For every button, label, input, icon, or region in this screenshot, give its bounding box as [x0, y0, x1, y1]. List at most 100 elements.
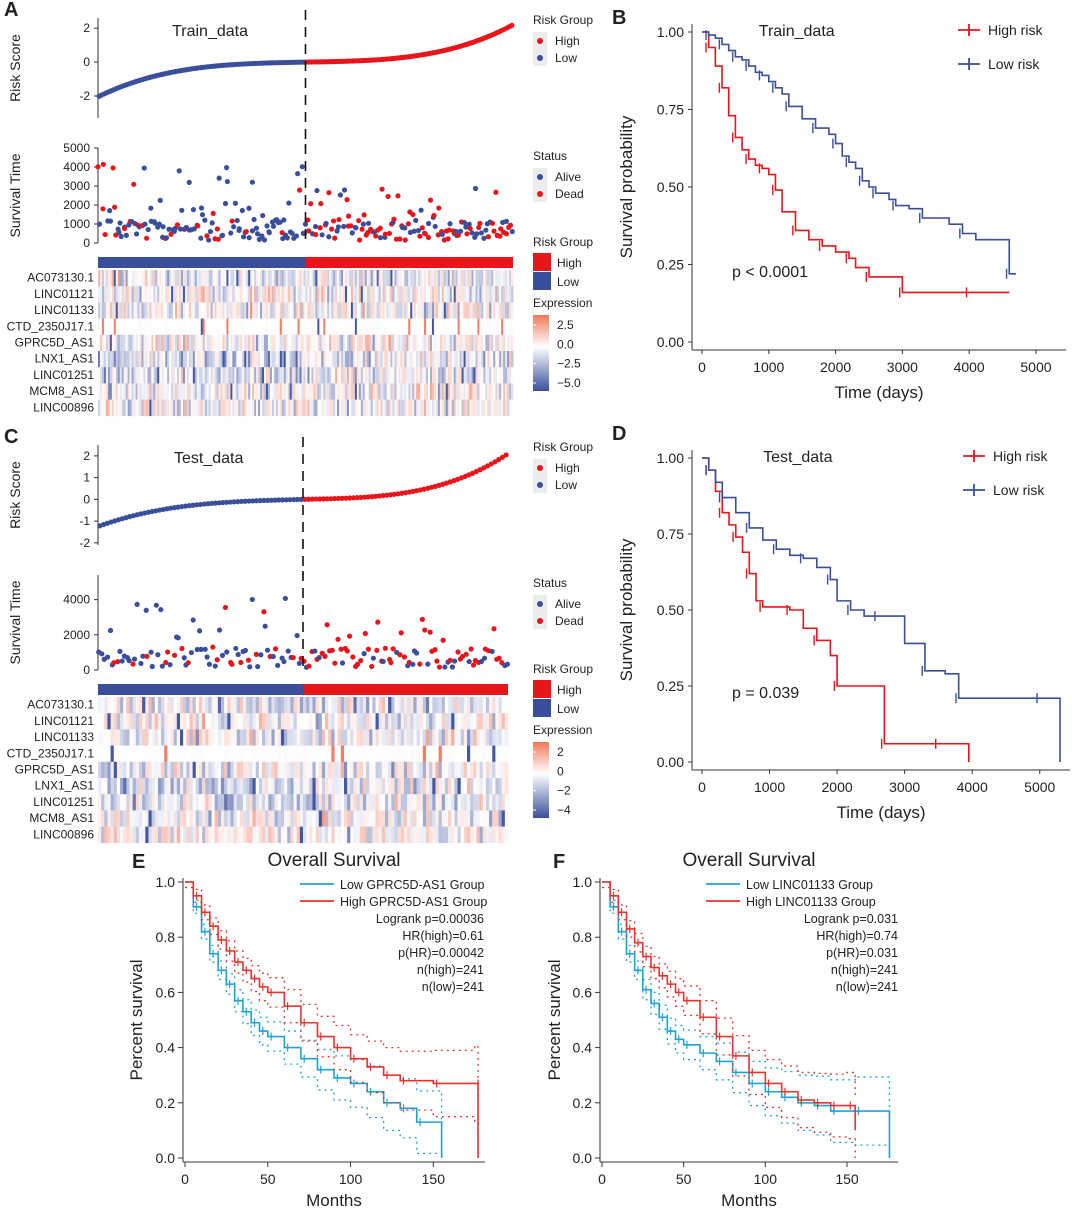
- heatmap-cell: [394, 810, 399, 827]
- heatmap-cell: [289, 367, 293, 384]
- heatmap-cell: [180, 761, 184, 779]
- heatmap-cell: [113, 270, 117, 287]
- heatmap-cell: [238, 318, 241, 336]
- heatmap-cell: [495, 286, 498, 303]
- heatmap-cell: [501, 270, 504, 287]
- heatmap-cell: [495, 399, 498, 417]
- heatmap-cell: [204, 286, 208, 303]
- risk-point: [298, 496, 304, 502]
- heatmap-cell: [182, 367, 186, 384]
- survival-point: [397, 652, 403, 658]
- heatmap-cell: [236, 399, 239, 417]
- heatmap-cell: [125, 399, 129, 417]
- heatmap-cell: [265, 383, 269, 400]
- heatmap-cell: [422, 761, 427, 779]
- heatmap-cell: [431, 351, 435, 368]
- heatmap-cell: [147, 351, 150, 368]
- heatmap-cell: [123, 318, 127, 336]
- heatmap-cell: [104, 713, 108, 730]
- heatmap-cell: [492, 697, 496, 714]
- legend-key-bg: [533, 32, 547, 66]
- heatmap-cell: [216, 302, 219, 319]
- heatmap-cell: [182, 318, 186, 336]
- heatmap-cell: [499, 318, 502, 336]
- heatmap-cell: [179, 383, 182, 400]
- survival-point: [123, 232, 129, 238]
- heatmap-cell: [242, 399, 245, 417]
- heatmap-cell: [167, 794, 171, 811]
- survival-point: [204, 654, 210, 660]
- survival-point: [422, 231, 428, 237]
- heatmap-cell: [331, 729, 335, 746]
- heatmap-cell: [116, 713, 121, 730]
- heatmap-cell: [449, 334, 453, 352]
- gene-label: LINC01121: [34, 287, 94, 301]
- heatmap-cell: [331, 351, 334, 368]
- heatmap-cell: [489, 318, 492, 336]
- heatmap-cell: [509, 286, 512, 303]
- heatmap-cell: [159, 318, 162, 336]
- heatmap-cell: [169, 367, 172, 384]
- heatmap-cell: [381, 826, 386, 844]
- risk-point: [257, 498, 263, 504]
- heatmap-cell: [420, 351, 423, 368]
- heatmap-cell: [459, 318, 463, 336]
- heatmap-cell: [406, 270, 409, 287]
- heatmap-cell: [426, 713, 430, 730]
- heatmap-cell: [195, 778, 200, 795]
- heatmap-cell: [493, 383, 496, 400]
- heatmap-cell: [311, 318, 314, 336]
- heatmap-cell: [307, 334, 310, 352]
- heatmap-cell: [463, 302, 466, 319]
- heatmap-cell: [303, 351, 306, 368]
- heatmap-cell: [412, 399, 415, 417]
- heatmap-cell: [242, 270, 245, 287]
- heatmap-cell: [356, 334, 360, 352]
- heatmap-cell: [467, 270, 470, 287]
- heatmap-cell: [412, 318, 415, 336]
- y-tick-label: 0.75: [657, 102, 684, 118]
- heatmap-cell: [428, 318, 431, 336]
- p-value: p = 0.039: [732, 685, 799, 702]
- heatmap-cell: [479, 302, 482, 319]
- heatmap-cell: [509, 334, 512, 352]
- x-tick-label: 100: [754, 1171, 778, 1187]
- y-tick-label: 1.0: [573, 874, 593, 890]
- heatmap-cell: [145, 794, 149, 811]
- heatmap-cell: [422, 302, 425, 319]
- heatmap-cell: [306, 729, 310, 746]
- y-tick-label: 0.4: [573, 1040, 593, 1056]
- legend-high-dot: [537, 38, 543, 44]
- heatmap-cell: [194, 334, 198, 352]
- heatmap-cell: [163, 351, 166, 368]
- heatmap-cell: [119, 383, 123, 400]
- heatmap-cell: [111, 367, 115, 384]
- survival-point: [155, 652, 161, 658]
- heatmap-cell: [412, 270, 415, 287]
- heatmap-cell: [227, 697, 231, 714]
- heatmap-cell: [202, 810, 206, 827]
- heatmap-cell: [101, 745, 105, 763]
- heatmap-cell: [104, 745, 108, 763]
- heatmap-cell: [467, 399, 470, 417]
- heatmap-cell: [137, 334, 140, 352]
- heatmap-cell: [394, 334, 397, 352]
- heatmap-cell: [171, 318, 174, 336]
- heatmap-cell: [98, 729, 102, 746]
- heatmap-cell: [470, 745, 474, 763]
- heatmap-cell: [267, 302, 271, 319]
- heatmap-cell: [329, 383, 332, 400]
- heatmap-cell: [378, 334, 381, 352]
- heatmap-cell: [277, 302, 281, 319]
- heatmap-cell: [463, 367, 466, 384]
- heatmap-cell: [509, 302, 512, 319]
- heatmap-cell: [147, 270, 150, 287]
- heatmap-cell: [402, 334, 405, 352]
- survival-point: [242, 647, 249, 654]
- heatmap-cell: [268, 761, 272, 779]
- heatmap-cell: [416, 286, 419, 303]
- time-y-tick-label: 2000: [63, 198, 90, 212]
- heatmap-cell: [127, 334, 131, 352]
- heatmap-cell: [285, 399, 289, 417]
- heatmap-cell: [410, 826, 414, 844]
